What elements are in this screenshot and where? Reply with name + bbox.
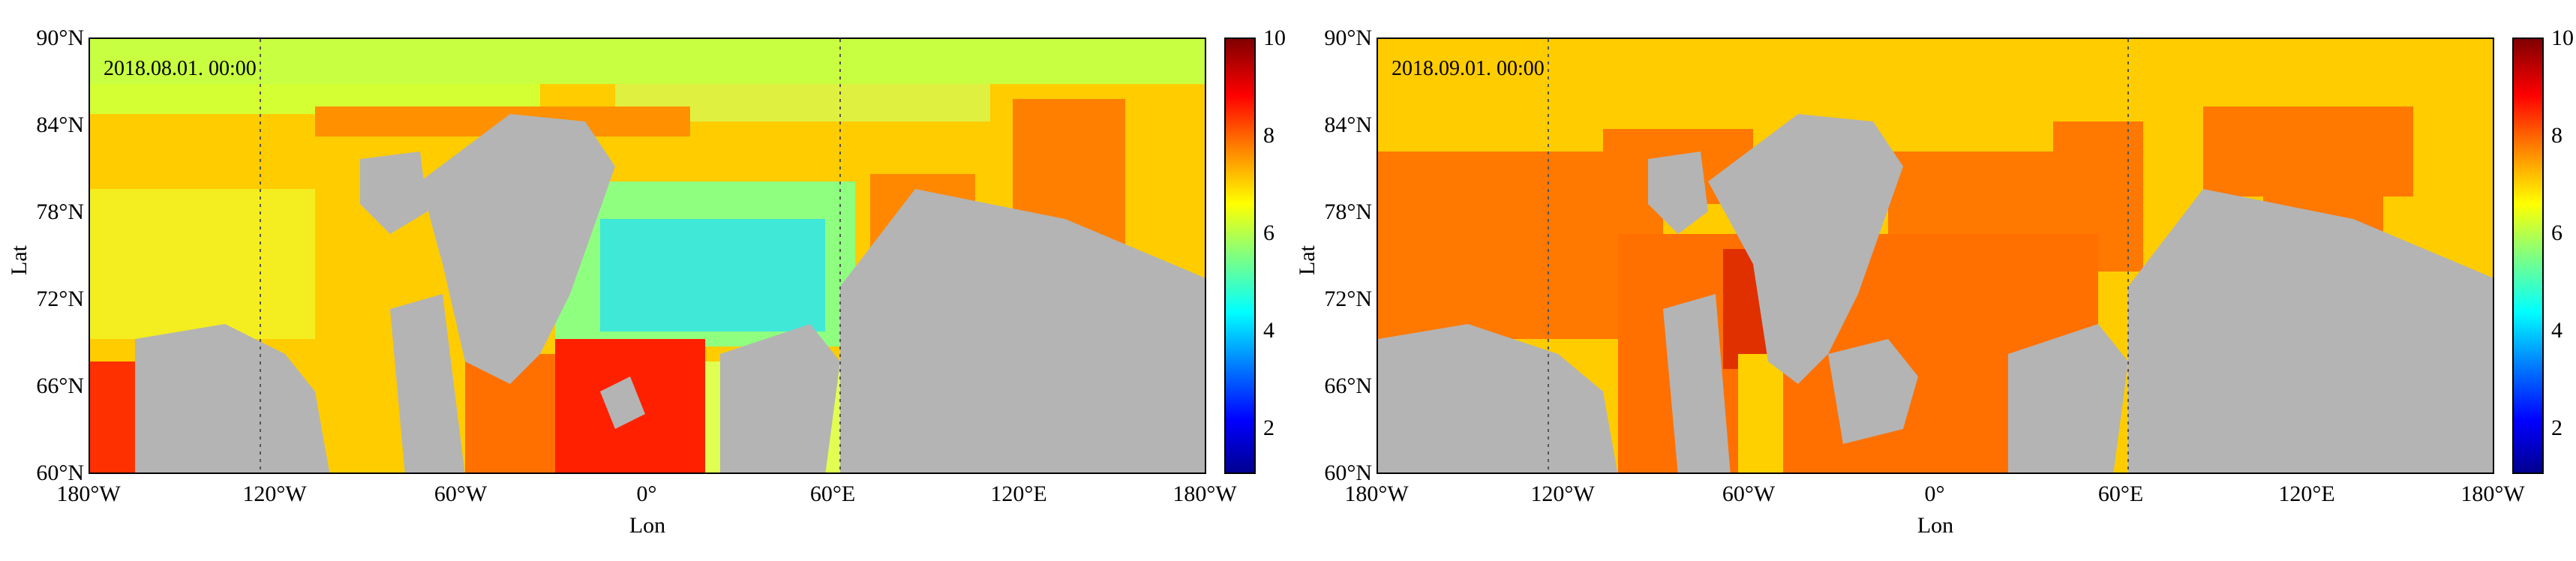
x-tick-label: 60°E — [2097, 482, 2144, 506]
y-tick-label: 84°N — [36, 112, 84, 137]
y-tick-label: 78°N — [36, 200, 84, 224]
x-tick-label: 60°E — [809, 482, 856, 506]
x-tick-label: 180°W — [1344, 482, 1409, 506]
y-tick-label: 60°N — [36, 460, 84, 485]
colorbar-tick-label: 6 — [2551, 220, 2562, 245]
x-tick-label: 60°W — [1722, 482, 1776, 506]
x-axis-label: Lon — [1917, 513, 1954, 538]
y-axis-label: Lat — [1295, 245, 1320, 275]
wave-field-map — [1378, 39, 2493, 472]
x-tick-label: 0° — [636, 482, 657, 506]
x-tick-label: 180°W — [1172, 482, 1237, 506]
map-plot-area: 2018.08.01. 00:00 — [89, 38, 1206, 474]
y-tick-label: 78°N — [1324, 200, 1372, 224]
map-timestamp: 2018.09.01. 00:00 — [1392, 57, 1545, 80]
x-tick-label: 120°E — [2278, 482, 2335, 506]
x-tick-label: 60°W — [434, 482, 488, 506]
colorbar — [2512, 38, 2544, 474]
y-tick-label: 60°N — [1324, 460, 1372, 485]
y-tick-label: 90°N — [36, 26, 84, 50]
map-plot-area: 2018.09.01. 00:00 — [1377, 38, 2494, 474]
colorbar-tick-label: 2 — [1263, 416, 1274, 440]
x-tick-label: 120°W — [242, 482, 307, 506]
y-tick-label: 90°N — [1324, 26, 1372, 50]
colorbar-tick-label: 10 — [1263, 26, 1286, 50]
map-panel-august: Lat 90°N 84°N 78°N 72°N 66°N 60°N — [7, 26, 1286, 538]
y-tick-label: 72°N — [36, 286, 84, 311]
map-timestamp: 2018.08.01. 00:00 — [104, 57, 257, 80]
wave-field-map — [90, 39, 1205, 472]
colorbar-tick-label: 6 — [1263, 220, 1274, 245]
map-panel-september: Lat 90°N 84°N 78°N 72°N 66°N 60°N — [1288, 0, 2576, 561]
colorbar-tick-label: 10 — [2551, 26, 2574, 50]
y-tick-label: 72°N — [1324, 286, 1372, 311]
x-tick-label: 120°E — [990, 482, 1047, 506]
colorbar — [1224, 38, 1256, 474]
x-axis-label: Lon — [629, 513, 666, 538]
colorbar-tick-label: 8 — [2551, 123, 2562, 148]
x-tick-label: 0° — [1924, 482, 1945, 506]
y-tick-label: 66°N — [36, 374, 84, 398]
x-tick-label: 180°W — [56, 482, 121, 506]
y-tick-label: 66°N — [1324, 374, 1372, 398]
colorbar-tick-label: 4 — [1263, 318, 1274, 343]
x-tick-label: 180°W — [2460, 482, 2525, 506]
colorbar-tick-label: 8 — [1263, 123, 1274, 148]
colorbar-tick-label: 2 — [2551, 416, 2562, 440]
colorbar-tick-label: 4 — [2551, 318, 2562, 343]
y-tick-label: 84°N — [1324, 112, 1372, 137]
x-tick-label: 120°W — [1530, 482, 1595, 506]
y-axis-label: Lat — [7, 245, 32, 275]
